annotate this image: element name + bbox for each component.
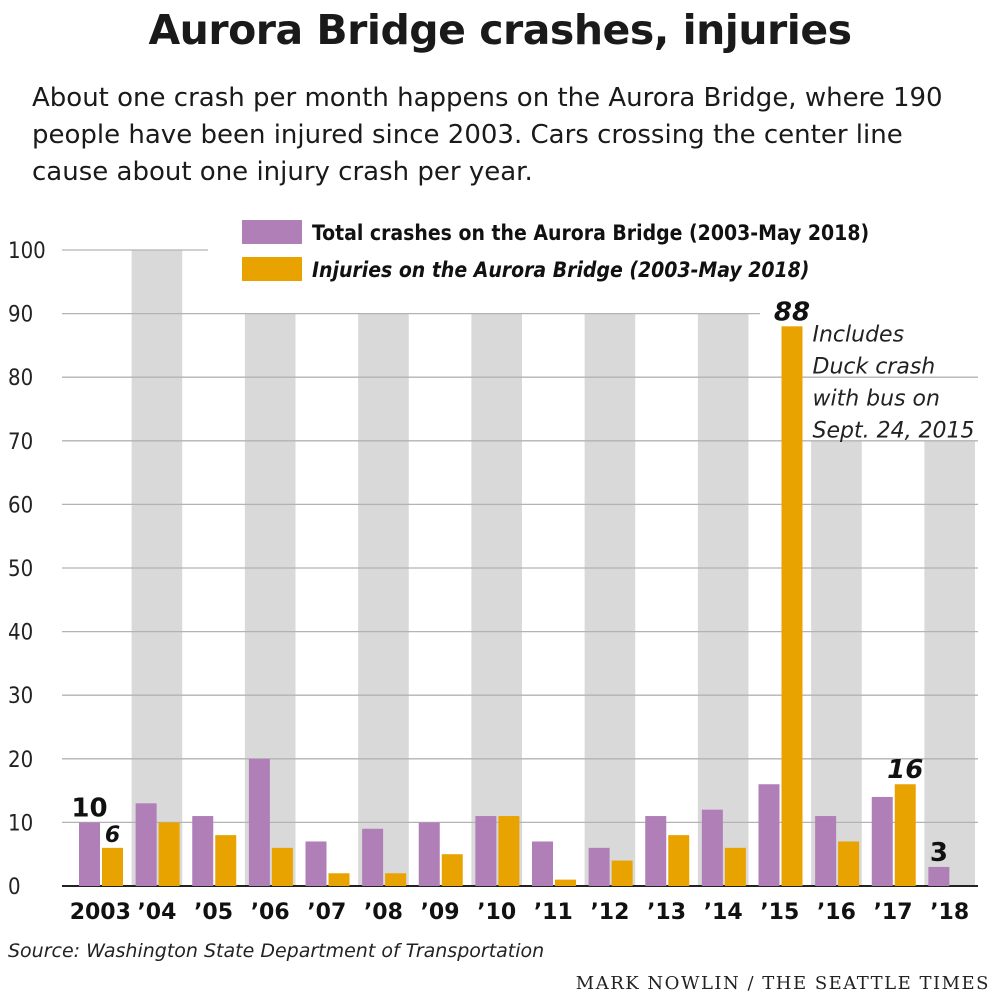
bar: [838, 841, 860, 886]
bar-chart: 0 10 20 30 40 50 60 70 80 90 100 2003’04 ’05 ’06 ’07 ’0…: [8, 220, 978, 925]
x-tick-label: ’15: [760, 900, 799, 925]
y-tick-label: 10: [8, 811, 33, 836]
data-label: 16: [887, 755, 923, 785]
bar: [928, 866, 950, 886]
bar: [668, 835, 690, 886]
bar: [555, 879, 576, 886]
annotation-text: Sept. 24, 2015: [813, 418, 975, 443]
chart-subtitle: About one crash per month happens on the…: [32, 83, 943, 187]
bar: [532, 841, 553, 886]
annotation-text: with bus on: [813, 386, 940, 411]
bar: [418, 822, 440, 886]
x-tick-label: ’06: [251, 900, 290, 925]
x-tick-label: ’16: [817, 900, 856, 925]
bar: [135, 803, 157, 886]
bar: [724, 847, 746, 886]
bar: [894, 784, 916, 886]
y-tick-label: 60: [8, 493, 33, 518]
background-column: [924, 440, 975, 886]
source-note: Source: Washington State Department of T…: [8, 940, 545, 962]
x-tick-label: ’07: [307, 900, 346, 925]
background-columns: [131, 250, 975, 887]
data-label: 88: [774, 297, 810, 327]
data-label: 10: [71, 793, 107, 823]
bar: [248, 758, 270, 886]
bar: [362, 828, 384, 886]
bar: [498, 816, 520, 886]
bar: [645, 816, 667, 886]
x-tick-label: ’04: [137, 900, 176, 925]
legend-swatch: [242, 257, 302, 281]
background-column: [471, 313, 522, 887]
legend-label: Injuries on the Aurora Bridge (2003-May …: [312, 258, 809, 282]
bar: [192, 816, 214, 886]
y-tick-label: 20: [8, 748, 33, 773]
background-column: [697, 313, 749, 887]
y-tick-label: 40: [8, 621, 33, 646]
bar: [701, 809, 723, 886]
background-column: [358, 313, 409, 887]
bar: [588, 847, 610, 886]
y-tick-label: 70: [8, 430, 33, 455]
x-tick-label: ’09: [421, 900, 460, 925]
data-label: 6: [105, 823, 120, 848]
x-tick-label: ’12: [590, 900, 629, 925]
x-tick-label: ’14: [704, 900, 743, 925]
bar: [79, 822, 100, 886]
x-tick-label: ’10: [477, 900, 516, 925]
x-tick-label: ’11: [534, 900, 573, 925]
bar: [328, 873, 350, 886]
background-column: [584, 313, 636, 887]
bar: [611, 860, 633, 886]
y-tick-label: 90: [8, 303, 33, 328]
y-tick-label: 100: [8, 239, 46, 264]
x-tick-label: ’13: [647, 900, 686, 925]
legend-swatch: [242, 220, 302, 244]
bar: [102, 847, 123, 886]
series-crashes: [79, 758, 950, 886]
chart-title: Aurora Bridge crashes, injuries: [148, 6, 852, 54]
bar: [158, 822, 180, 886]
legend-label: Total crashes on the Aurora Bridge (2003…: [312, 221, 869, 245]
y-tick-label: 80: [8, 366, 33, 391]
bar: [385, 873, 407, 886]
x-tick-label: ’05: [194, 900, 233, 925]
y-tick-label: 30: [8, 684, 33, 709]
x-tick-label: ’18: [930, 900, 969, 925]
bar: [475, 816, 497, 886]
annotation-text: Duck crash: [813, 354, 936, 379]
series-injuries: [102, 326, 916, 886]
bar: [781, 326, 803, 886]
legend: Total crashes on the Aurora Bridge (2003…: [242, 220, 869, 282]
y-tick-label: 0: [8, 875, 21, 900]
bar: [441, 854, 463, 886]
credit-line: MARK NOWLIN / THE SEATTLE TIMES: [575, 973, 990, 994]
data-label: 3: [930, 838, 948, 868]
x-tick-label: ’17: [874, 900, 913, 925]
x-tick-label: ’08: [364, 900, 403, 925]
bar: [305, 841, 327, 886]
y-tick-label: 50: [8, 557, 33, 582]
bar: [815, 816, 837, 886]
bar: [871, 796, 893, 886]
bar: [215, 835, 237, 886]
bar: [758, 784, 780, 886]
x-tick-label: 2003: [70, 900, 131, 925]
background-column: [811, 440, 862, 886]
bar: [271, 847, 293, 886]
annotation-text: Includes: [813, 322, 905, 347]
